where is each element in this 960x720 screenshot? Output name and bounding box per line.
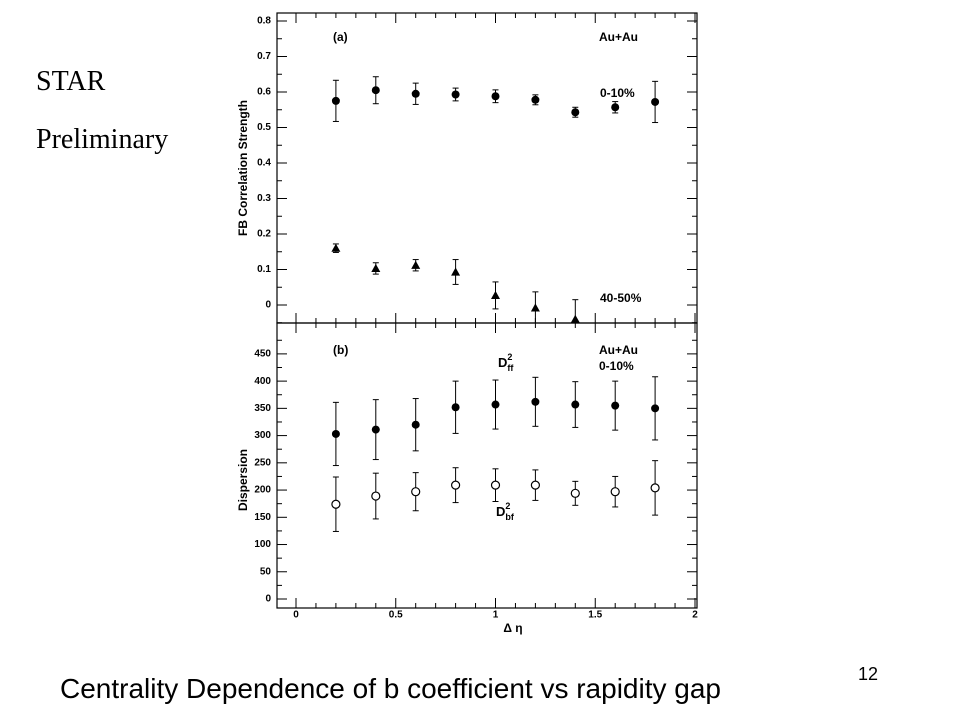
y-axis-title: FB Correlation Strength <box>236 100 250 236</box>
y-tick-label: 400 <box>254 376 271 387</box>
x-tick-label: 1 <box>493 609 499 620</box>
x-axis-title: Δ η <box>503 621 522 635</box>
plot-frame <box>276 322 698 609</box>
y-tick-label: 0 <box>265 300 271 311</box>
centrality-label: 0-10% <box>599 359 634 373</box>
y-tick-label: 0.8 <box>257 16 271 27</box>
data-point <box>331 499 341 509</box>
x-tick-label: 1.5 <box>588 609 602 620</box>
series-label: D2 ff <box>498 352 514 373</box>
y-tick-label: 300 <box>254 430 271 441</box>
data-point <box>331 96 340 105</box>
y-tick-label: 50 <box>260 566 272 577</box>
y-tick-label: 100 <box>254 539 271 550</box>
data-point <box>371 263 381 273</box>
preliminary-label: Preliminary <box>36 124 169 155</box>
plot-frames <box>276 12 698 609</box>
system-label: Au+Au <box>599 343 638 357</box>
y-tick-label: 0.2 <box>257 229 271 240</box>
data-point <box>570 314 580 323</box>
panel-label: (b) <box>333 343 348 357</box>
system-label: Au+Au <box>599 30 638 44</box>
data-point <box>571 108 580 117</box>
data-point <box>491 92 500 101</box>
y-tick-label: 350 <box>254 403 271 414</box>
data-point <box>531 95 540 104</box>
data-point <box>651 97 660 106</box>
tick-labels: 0 0.5 1 1.5 2 0 0.1 0.2 0.3 0.4 0.5 0.6 0.7 0.8 0 50 100… <box>254 16 698 621</box>
data-point <box>451 480 461 490</box>
x-tick-label: 0.5 <box>389 609 403 620</box>
data-point <box>411 487 421 497</box>
y-tick-label: 450 <box>254 349 271 360</box>
data-point <box>611 401 620 410</box>
x-tick-label: 0 <box>293 609 299 620</box>
data-point <box>451 403 460 412</box>
data-point <box>530 303 540 312</box>
y-tick-label: 0.1 <box>257 264 271 275</box>
series-label: 40-50% <box>600 291 642 305</box>
data-point <box>571 400 580 409</box>
data-point <box>491 290 500 300</box>
y-tick-label: 0.7 <box>257 51 271 62</box>
y-tick-label: 150 <box>254 512 271 523</box>
data-point <box>570 488 580 498</box>
series-label: D2 bf <box>496 501 515 522</box>
panel-label: (a) <box>333 30 348 44</box>
series-label: 0-10% <box>600 86 635 100</box>
data-point <box>371 491 381 501</box>
data-point <box>371 425 380 434</box>
data-point <box>490 480 501 490</box>
data-point <box>331 243 341 252</box>
plot-labels: (a) Au+Au 0-10% 40-50% (b) Au+Au 0-10% D2 ff D2 bf… <box>236 30 642 635</box>
plot-frame <box>276 12 698 324</box>
y-tick-label: 0.5 <box>257 122 271 133</box>
data-point <box>531 397 540 406</box>
data-point <box>451 90 460 99</box>
data-point <box>611 103 620 112</box>
y-tick-label: 0 <box>265 594 271 605</box>
axis-ticks <box>277 13 697 608</box>
data-point <box>651 404 660 413</box>
data-point <box>451 267 461 276</box>
data-point <box>411 260 421 269</box>
data-point <box>411 89 420 98</box>
y-tick-label: 0.4 <box>257 158 271 169</box>
data-point <box>411 420 420 429</box>
y-tick-label: 0.6 <box>257 87 271 98</box>
data-point <box>491 400 500 409</box>
star-label: STAR <box>36 66 106 97</box>
data-points <box>331 86 660 509</box>
y-tick-label: 250 <box>254 457 271 468</box>
y-axis-title: Dispersion <box>236 449 250 511</box>
data-point <box>371 86 380 95</box>
data-point <box>331 429 340 438</box>
x-tick-label: 2 <box>692 609 698 620</box>
slide-caption: Centrality Dependence of b coefficient v… <box>60 673 721 704</box>
data-point <box>650 483 660 493</box>
y-tick-label: 200 <box>254 485 271 496</box>
data-point <box>530 480 541 490</box>
slide-number: 12 <box>858 664 879 684</box>
data-point <box>610 487 620 497</box>
y-tick-label: 0.3 <box>257 193 271 204</box>
